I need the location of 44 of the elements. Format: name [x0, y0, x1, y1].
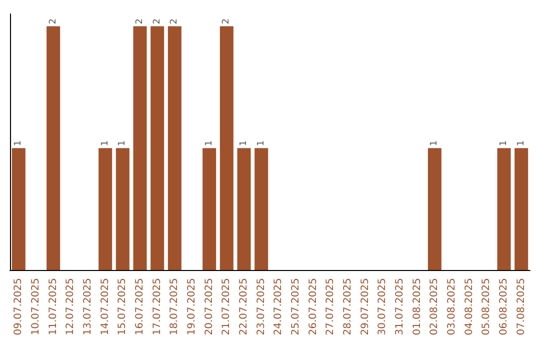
x-tick-label: 07.08.2025 — [516, 278, 527, 336]
data-label: 1 — [14, 140, 24, 146]
x-tick-label: 23.07.2025 — [256, 278, 267, 336]
x-tick-label: 19.07.2025 — [186, 278, 198, 336]
data-label: 1 — [100, 140, 110, 146]
x-tick-label: 10.07.2025 — [30, 278, 42, 336]
x-tick-label: 06.08.2025 — [498, 278, 510, 336]
x-tick-label: 31.07.2025 — [394, 278, 406, 336]
x-tick-label: 04.08.2025 — [464, 278, 475, 336]
x-tick-label: 02.08.2025 — [429, 278, 440, 336]
x-tick-label: 09.07.2025 — [13, 278, 24, 336]
data-label: 2 — [170, 18, 180, 24]
data-label: 1 — [204, 140, 214, 146]
data-label: 1 — [118, 140, 128, 146]
x-tick-label: 15.07.2025 — [117, 278, 128, 336]
x-tick-label: 29.07.2025 — [360, 278, 371, 336]
data-label: 1 — [499, 140, 509, 146]
x-tick-label: 17.07.2025 — [152, 278, 163, 336]
x-tick-label: 27.07.2025 — [325, 278, 336, 336]
x-tick-label: 30.07.2025 — [377, 278, 388, 336]
x-tick-label: 24.07.2025 — [273, 278, 284, 336]
data-label: 1 — [516, 140, 526, 146]
x-tick-label: 20.07.2025 — [204, 278, 215, 336]
x-tick-label: 14.07.2025 — [100, 278, 111, 336]
x-tick-label: 11.07.2025 — [48, 278, 59, 336]
x-tick-label: 16.07.2025 — [134, 278, 146, 336]
data-label: 1 — [256, 140, 266, 146]
data-label: 1 — [239, 140, 249, 146]
x-tick-label: 26.07.2025 — [308, 278, 319, 336]
x-tick-label: 18.07.2025 — [169, 278, 180, 336]
x-tick-label: 21.07.2025 — [221, 278, 232, 336]
data-label: 2 — [152, 18, 162, 24]
x-tick-label: 05.08.2025 — [481, 278, 492, 336]
data-label: 2 — [135, 18, 145, 24]
data-label: 2 — [48, 18, 58, 24]
x-tick-label: 22.07.2025 — [238, 278, 250, 336]
data-label: 1 — [430, 140, 440, 146]
x-tick-label: 13.07.2025 — [82, 278, 94, 336]
x-tick-label: 12.07.2025 — [65, 278, 76, 336]
x-tick-label: 28.07.2025 — [342, 278, 354, 336]
x-tick-label: 25.07.2025 — [290, 278, 302, 336]
x-tick-label: 01.08.2025 — [412, 278, 423, 336]
data-label: 2 — [222, 18, 232, 24]
x-tick-label: 03.08.2025 — [446, 278, 458, 336]
